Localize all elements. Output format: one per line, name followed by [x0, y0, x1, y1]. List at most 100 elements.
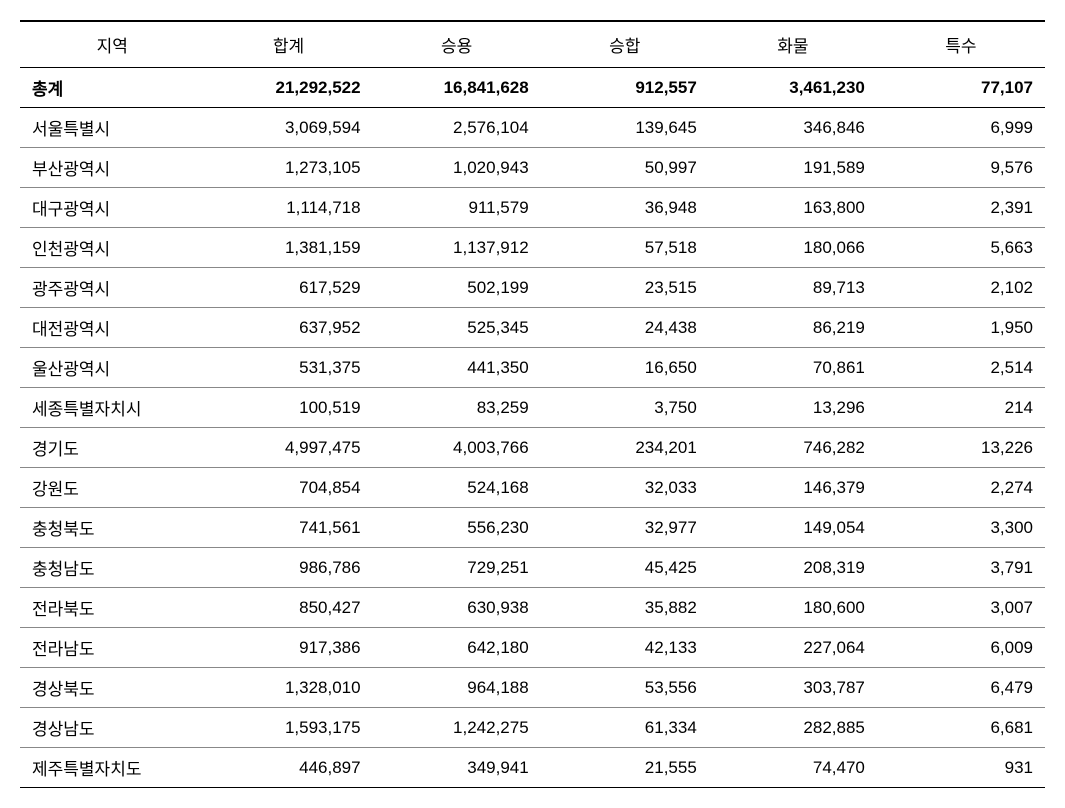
cell-total: 704,854	[205, 468, 373, 508]
cell-bus: 16,650	[541, 348, 709, 388]
header-total: 합계	[205, 21, 373, 68]
cell-special: 2,514	[877, 348, 1045, 388]
cell-bus: 45,425	[541, 548, 709, 588]
cell-passenger: 964,188	[373, 668, 541, 708]
cell-passenger: 502,199	[373, 268, 541, 308]
cell-bus: 50,997	[541, 148, 709, 188]
cell-cargo: 746,282	[709, 428, 877, 468]
cell-total: 531,375	[205, 348, 373, 388]
cell-total: 741,561	[205, 508, 373, 548]
table-row: 대전광역시637,952525,34524,43886,2191,950	[20, 308, 1045, 348]
table-row: 대구광역시1,114,718911,57936,948163,8002,391	[20, 188, 1045, 228]
table-row: 경상북도1,328,010964,18853,556303,7876,479	[20, 668, 1045, 708]
cell-special: 214	[877, 388, 1045, 428]
cell-total: 100,519	[205, 388, 373, 428]
cell-total: 1,114,718	[205, 188, 373, 228]
cell-cargo: 70,861	[709, 348, 877, 388]
cell-special: 9,576	[877, 148, 1045, 188]
cell-passenger: 1,137,912	[373, 228, 541, 268]
cell-passenger: 524,168	[373, 468, 541, 508]
table-row: 울산광역시531,375441,35016,65070,8612,514	[20, 348, 1045, 388]
cell-region: 전라남도	[20, 628, 205, 668]
table-row: 인천광역시1,381,1591,137,91257,518180,0665,66…	[20, 228, 1045, 268]
cell-bus: 23,515	[541, 268, 709, 308]
table-row: 전라북도850,427630,93835,882180,6003,007	[20, 588, 1045, 628]
cell-special: 1,950	[877, 308, 1045, 348]
cell-special: 3,007	[877, 588, 1045, 628]
cell-special: 3,791	[877, 548, 1045, 588]
table-row: 세종특별자치시100,51983,2593,75013,296214	[20, 388, 1045, 428]
cell-region: 부산광역시	[20, 148, 205, 188]
cell-special: 6,009	[877, 628, 1045, 668]
cell-passenger: 630,938	[373, 588, 541, 628]
vehicle-registration-table: 지역 합계 승용 승합 화물 특수 총계21,292,52216,841,628…	[20, 20, 1045, 788]
cell-region: 인천광역시	[20, 228, 205, 268]
cell-total: 617,529	[205, 268, 373, 308]
cell-bus: 35,882	[541, 588, 709, 628]
table-row: 서울특별시3,069,5942,576,104139,645346,8466,9…	[20, 108, 1045, 148]
cell-region: 서울특별시	[20, 108, 205, 148]
cell-special: 6,479	[877, 668, 1045, 708]
table-header: 지역 합계 승용 승합 화물 특수	[20, 21, 1045, 68]
cell-cargo: 227,064	[709, 628, 877, 668]
cell-region: 충청북도	[20, 508, 205, 548]
table-row: 경기도4,997,4754,003,766234,201746,28213,22…	[20, 428, 1045, 468]
cell-cargo: 346,846	[709, 108, 877, 148]
cell-passenger: 16,841,628	[373, 68, 541, 108]
cell-passenger: 729,251	[373, 548, 541, 588]
cell-special: 77,107	[877, 68, 1045, 108]
cell-special: 13,226	[877, 428, 1045, 468]
cell-cargo: 3,461,230	[709, 68, 877, 108]
table-row: 충청북도741,561556,23032,977149,0543,300	[20, 508, 1045, 548]
cell-bus: 53,556	[541, 668, 709, 708]
cell-passenger: 2,576,104	[373, 108, 541, 148]
cell-cargo: 89,713	[709, 268, 877, 308]
cell-total: 4,997,475	[205, 428, 373, 468]
cell-total: 1,593,175	[205, 708, 373, 748]
cell-total: 1,381,159	[205, 228, 373, 268]
cell-region: 총계	[20, 68, 205, 108]
cell-cargo: 74,470	[709, 748, 877, 788]
table-row: 강원도704,854524,16832,033146,3792,274	[20, 468, 1045, 508]
cell-total: 3,069,594	[205, 108, 373, 148]
cell-bus: 32,033	[541, 468, 709, 508]
cell-special: 5,663	[877, 228, 1045, 268]
cell-special: 2,274	[877, 468, 1045, 508]
header-passenger: 승용	[373, 21, 541, 68]
table-row: 부산광역시1,273,1051,020,94350,997191,5899,57…	[20, 148, 1045, 188]
cell-bus: 57,518	[541, 228, 709, 268]
cell-region: 전라북도	[20, 588, 205, 628]
cell-passenger: 349,941	[373, 748, 541, 788]
cell-total: 637,952	[205, 308, 373, 348]
header-cargo: 화물	[709, 21, 877, 68]
cell-passenger: 911,579	[373, 188, 541, 228]
cell-passenger: 1,242,275	[373, 708, 541, 748]
cell-total: 917,386	[205, 628, 373, 668]
cell-bus: 21,555	[541, 748, 709, 788]
table-row: 충청남도986,786729,25145,425208,3193,791	[20, 548, 1045, 588]
cell-region: 강원도	[20, 468, 205, 508]
header-bus: 승합	[541, 21, 709, 68]
cell-passenger: 441,350	[373, 348, 541, 388]
cell-region: 세종특별자치시	[20, 388, 205, 428]
cell-bus: 139,645	[541, 108, 709, 148]
cell-cargo: 303,787	[709, 668, 877, 708]
cell-region: 광주광역시	[20, 268, 205, 308]
cell-bus: 42,133	[541, 628, 709, 668]
cell-passenger: 525,345	[373, 308, 541, 348]
cell-special: 2,102	[877, 268, 1045, 308]
cell-passenger: 556,230	[373, 508, 541, 548]
cell-total: 1,273,105	[205, 148, 373, 188]
table-row: 광주광역시617,529502,19923,51589,7132,102	[20, 268, 1045, 308]
table-row: 전라남도917,386642,18042,133227,0646,009	[20, 628, 1045, 668]
cell-special: 3,300	[877, 508, 1045, 548]
cell-total: 446,897	[205, 748, 373, 788]
cell-cargo: 180,600	[709, 588, 877, 628]
cell-cargo: 149,054	[709, 508, 877, 548]
cell-passenger: 83,259	[373, 388, 541, 428]
table-header-row: 지역 합계 승용 승합 화물 특수	[20, 21, 1045, 68]
cell-region: 충청남도	[20, 548, 205, 588]
cell-bus: 3,750	[541, 388, 709, 428]
cell-bus: 912,557	[541, 68, 709, 108]
cell-bus: 36,948	[541, 188, 709, 228]
